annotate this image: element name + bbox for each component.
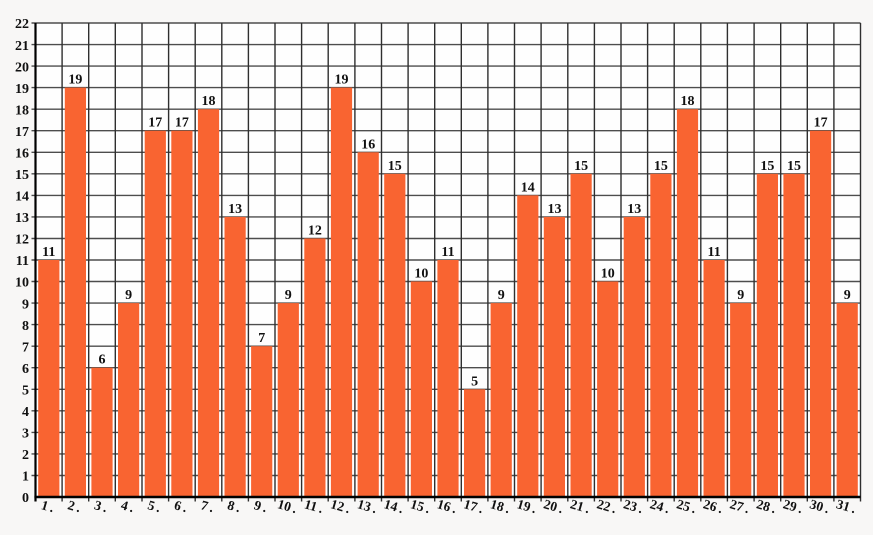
svg-text:3: 3 [22, 427, 29, 442]
svg-text:12: 12 [308, 224, 322, 239]
svg-text:5 .: 5 . [146, 497, 162, 515]
svg-text:21 .: 21 . [569, 496, 592, 516]
svg-text:19: 19 [335, 73, 349, 88]
svg-text:19: 19 [15, 82, 29, 97]
svg-text:0: 0 [22, 491, 29, 506]
svg-text:9 .: 9 . [252, 497, 268, 515]
svg-text:17: 17 [148, 116, 162, 131]
svg-text:3 .: 3 . [93, 497, 109, 515]
svg-text:19: 19 [68, 73, 82, 88]
svg-text:10: 10 [601, 267, 615, 282]
svg-text:2 .: 2 . [66, 497, 82, 515]
svg-text:18: 18 [15, 103, 29, 118]
svg-text:7: 7 [258, 331, 265, 346]
svg-text:8: 8 [22, 319, 29, 334]
svg-text:23 .: 23 . [622, 496, 645, 516]
svg-text:2: 2 [22, 448, 29, 463]
svg-text:14: 14 [15, 190, 29, 205]
svg-text:5: 5 [22, 384, 29, 399]
svg-text:15: 15 [15, 168, 29, 183]
svg-text:13: 13 [228, 202, 242, 217]
svg-text:11: 11 [441, 245, 454, 260]
svg-text:6 .: 6 . [173, 497, 189, 515]
svg-text:19 .: 19 . [515, 496, 538, 516]
svg-text:21: 21 [15, 39, 29, 54]
svg-text:4: 4 [22, 405, 29, 420]
svg-text:15: 15 [574, 159, 588, 174]
svg-text:11: 11 [42, 245, 55, 260]
svg-text:14 .: 14 . [382, 496, 405, 516]
svg-text:15: 15 [654, 159, 668, 174]
svg-text:15: 15 [388, 159, 402, 174]
svg-text:13: 13 [627, 202, 641, 217]
svg-text:18: 18 [681, 94, 695, 109]
svg-text:6: 6 [99, 353, 106, 368]
svg-text:20 .: 20 . [542, 496, 565, 516]
svg-text:29 .: 29 . [781, 496, 804, 516]
svg-text:28 .: 28 . [755, 496, 778, 516]
svg-text:12 .: 12 . [329, 496, 352, 516]
svg-text:9: 9 [498, 288, 505, 303]
svg-text:30 .: 30 . [808, 496, 831, 516]
svg-text:9: 9 [22, 297, 29, 312]
svg-text:16: 16 [15, 147, 29, 162]
svg-text:10 .: 10 . [276, 496, 299, 516]
svg-text:9: 9 [125, 288, 132, 303]
svg-text:25 .: 25 . [675, 496, 698, 516]
svg-text:18: 18 [202, 94, 216, 109]
svg-text:4 .: 4 . [119, 497, 135, 515]
svg-text:7: 7 [22, 340, 29, 355]
svg-text:7 .: 7 . [199, 497, 215, 515]
svg-text:11: 11 [707, 245, 720, 260]
svg-text:9: 9 [285, 288, 292, 303]
svg-text:10: 10 [414, 267, 428, 282]
svg-text:15 .: 15 . [409, 496, 432, 516]
svg-text:16: 16 [361, 137, 375, 152]
svg-text:22: 22 [15, 17, 29, 32]
svg-text:15: 15 [787, 159, 801, 174]
svg-text:14: 14 [521, 180, 535, 195]
svg-text:13: 13 [548, 202, 562, 217]
svg-text:17: 17 [814, 116, 828, 131]
svg-text:13 .: 13 . [356, 496, 379, 516]
svg-text:11 .: 11 . [303, 496, 325, 516]
svg-text:20: 20 [15, 60, 29, 75]
svg-text:9: 9 [844, 288, 851, 303]
svg-text:5: 5 [471, 374, 478, 389]
svg-text:1: 1 [22, 470, 29, 485]
svg-text:24 .: 24 . [648, 496, 671, 516]
svg-text:26 .: 26 . [702, 496, 725, 516]
svg-text:10: 10 [15, 276, 29, 291]
svg-text:17: 17 [175, 116, 189, 131]
svg-text:17 .: 17 . [462, 496, 485, 516]
svg-text:6: 6 [22, 362, 29, 377]
svg-text:17: 17 [15, 125, 29, 140]
svg-text:22 .: 22 . [595, 496, 618, 516]
svg-text:12: 12 [15, 233, 29, 248]
svg-text:16 .: 16 . [435, 496, 458, 516]
svg-text:13: 13 [15, 211, 29, 226]
svg-text:11: 11 [16, 254, 29, 269]
svg-text:31 .: 31 . [835, 496, 858, 516]
svg-text:8 .: 8 . [226, 497, 242, 515]
svg-text:15: 15 [760, 159, 774, 174]
svg-text:9: 9 [737, 288, 744, 303]
svg-text:27 .: 27 . [728, 496, 751, 516]
svg-text:1 .: 1 . [40, 497, 56, 515]
svg-text:18 .: 18 . [489, 496, 512, 516]
